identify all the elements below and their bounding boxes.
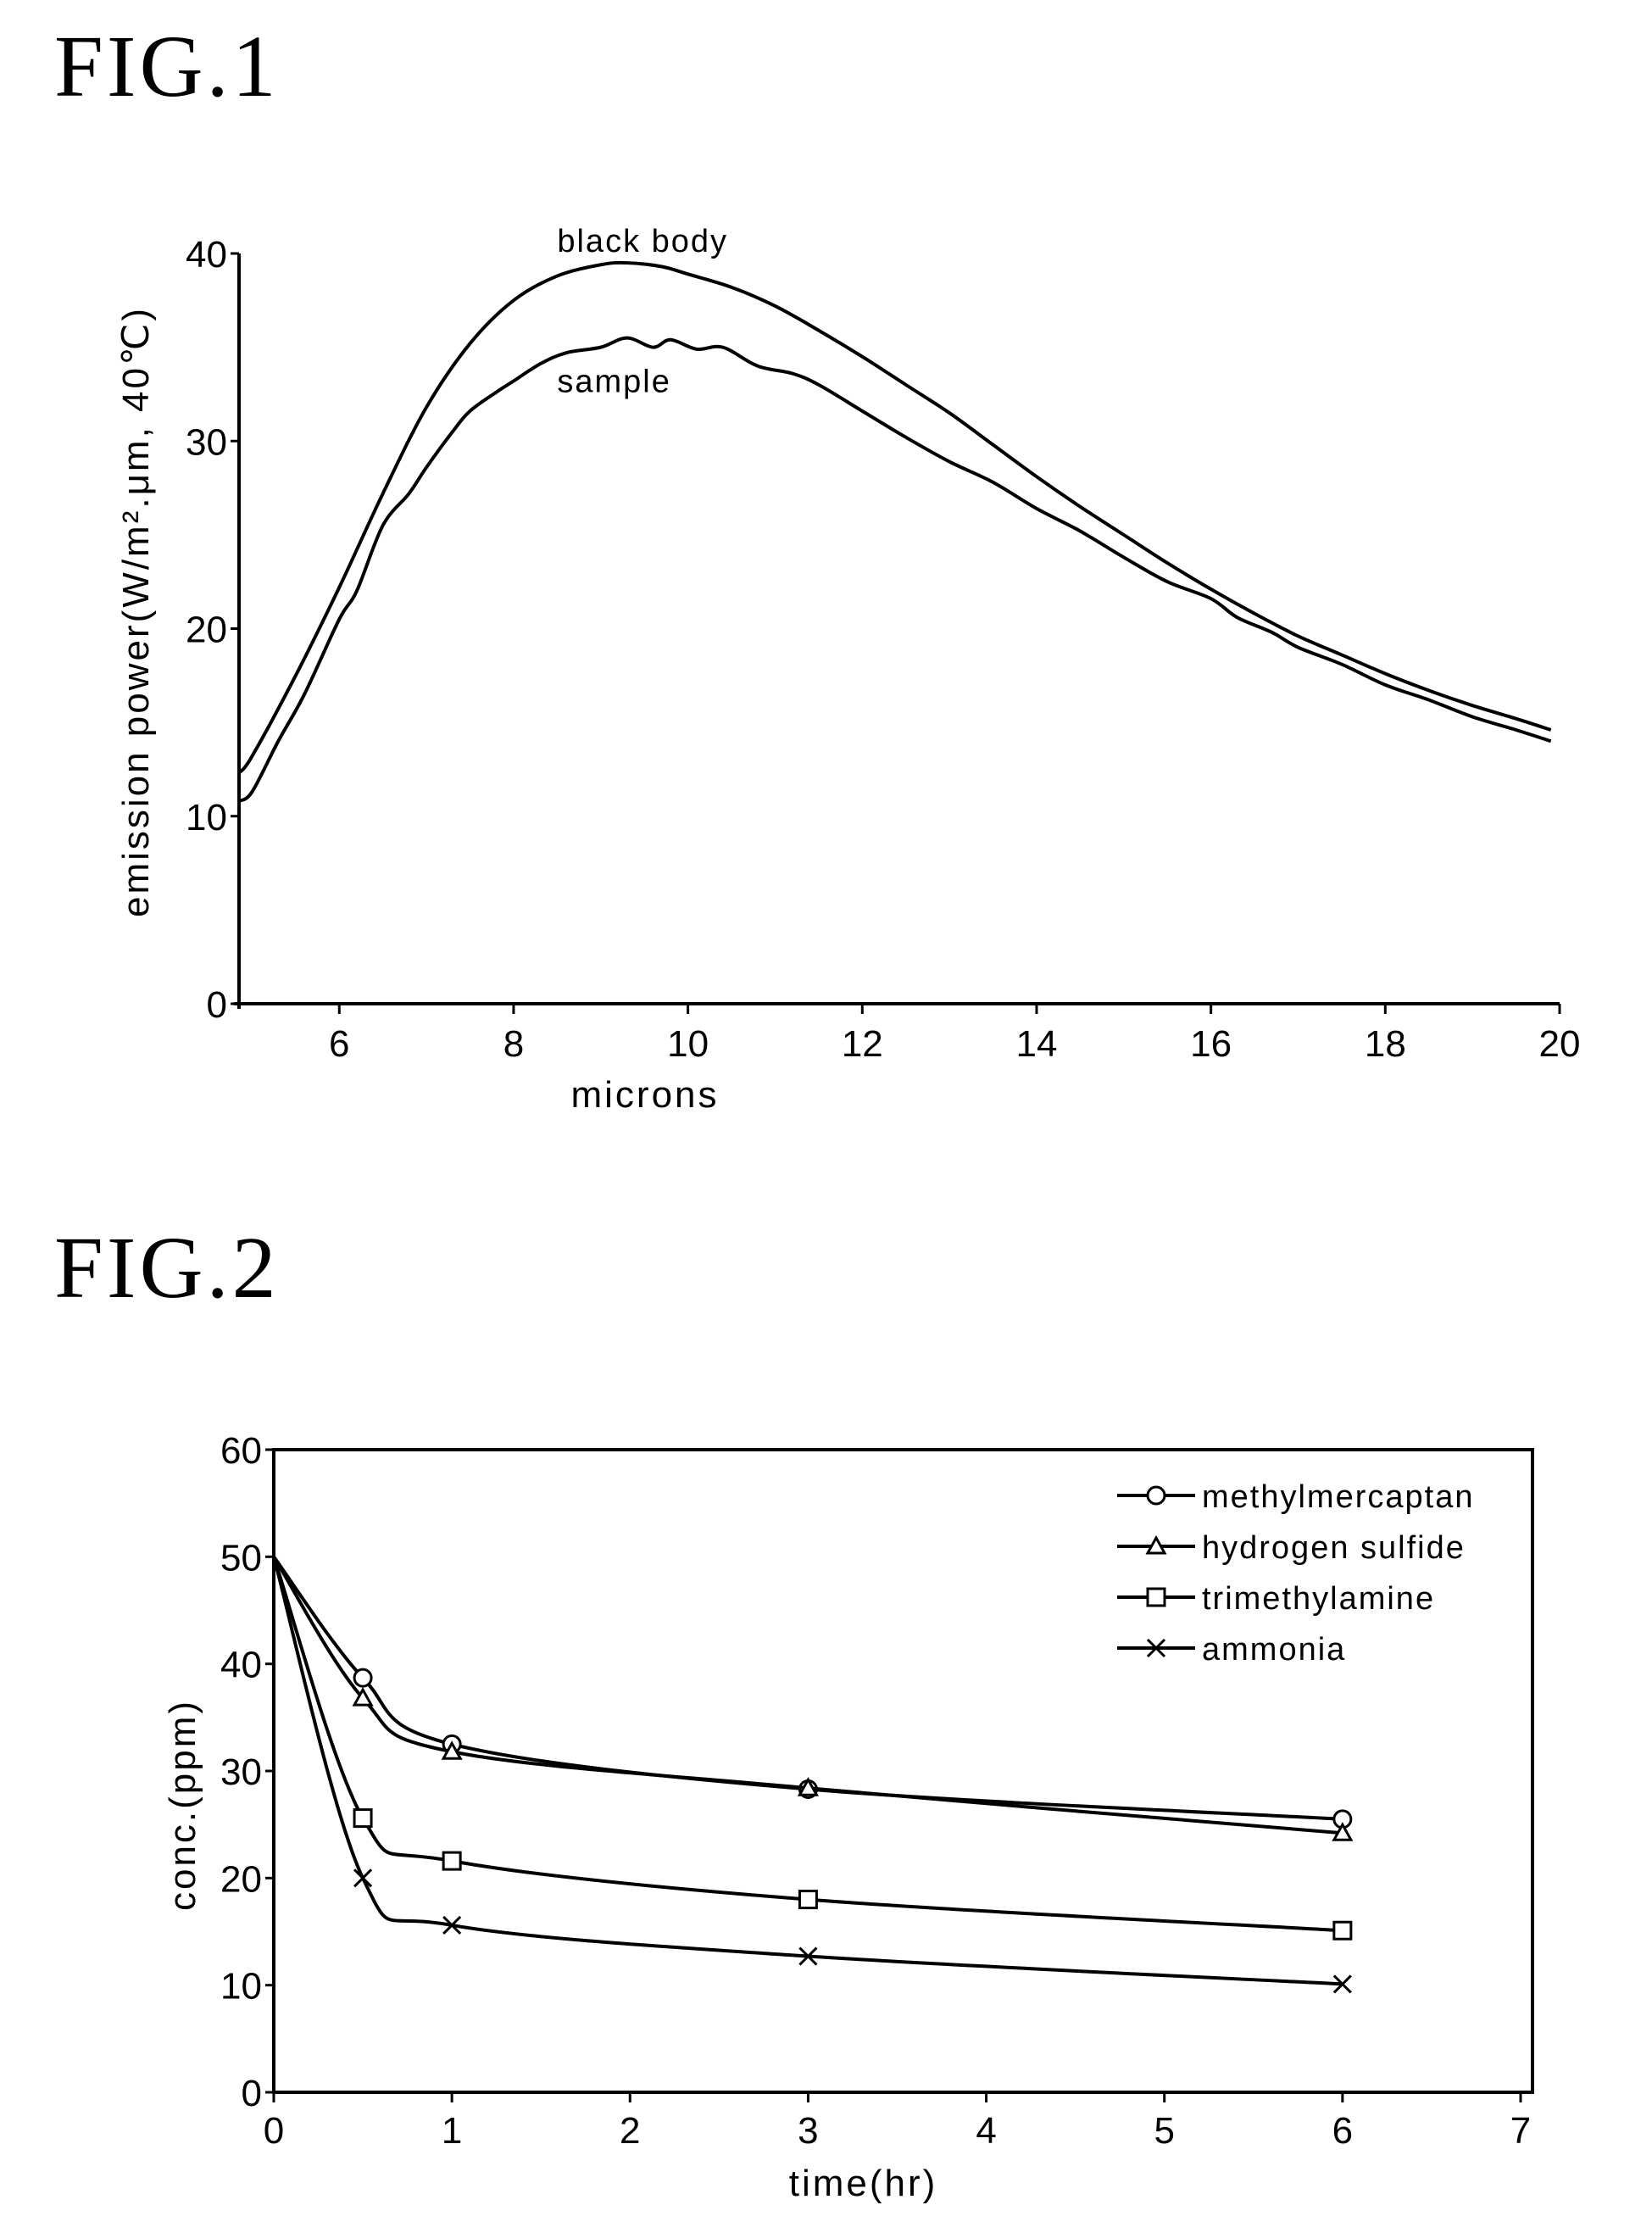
series-line-trimethylamine	[274, 1556, 1343, 1930]
x-tick-label: 10	[667, 1023, 709, 1065]
x-axis-label: time(hr)	[789, 2163, 938, 2204]
y-tick-label: 0	[207, 984, 227, 1026]
x-tick-label: 5	[1154, 2110, 1174, 2152]
fig2-chart: 0 10 20 30 40 50 60 0 1 2 3 4 5 6 7 time(hr) conc.(ppm) m…	[162, 1430, 1532, 2204]
x-tick-label: 6	[1332, 2110, 1353, 2152]
x-tick-label: 18	[1365, 1023, 1406, 1065]
y-tick-label: 60	[220, 1430, 262, 1472]
y-tick-label: 30	[186, 421, 227, 463]
legend-label-trimethylamine: trimethylamine	[1202, 1581, 1435, 1617]
y-tick-label: 10	[186, 797, 227, 838]
y-axis-label: conc.(ppm)	[162, 1699, 203, 1911]
data-point-trimethylamine	[443, 1852, 460, 1869]
fig1-chart: 0 10 20 30 40 6 8 10 12 14 16 18 20 microns emission p…	[115, 224, 1580, 1116]
y-tick-label: 0	[242, 2073, 262, 2114]
x-tick-label: 8	[503, 1023, 524, 1065]
series-line-sample	[239, 338, 1551, 801]
x-tick-label: 3	[798, 2110, 818, 2152]
x-tick-label: 4	[976, 2110, 996, 2152]
legend-marker-methylmercaptan	[1148, 1487, 1165, 1504]
fig1-label: FIG.1	[54, 18, 280, 115]
fig2-label: FIG.2	[54, 1219, 280, 1317]
x-tick-label: 16	[1190, 1023, 1232, 1065]
legend-marker-trimethylamine	[1148, 1589, 1165, 1606]
data-point-trimethylamine	[799, 1891, 816, 1908]
annotation-black-body: black body	[557, 224, 728, 259]
x-tick-label: 2	[620, 2110, 640, 2152]
y-tick-label: 30	[220, 1751, 262, 1793]
legend-label-hydrogen-sulfide: hydrogen sulfide	[1202, 1530, 1466, 1566]
x-tick-label: 7	[1510, 2110, 1531, 2152]
y-tick-label: 40	[220, 1645, 262, 1686]
y-tick-label: 20	[220, 1858, 262, 1900]
y-tick-label: 10	[220, 1966, 262, 2007]
y-tick-label: 20	[186, 610, 227, 651]
annotation-sample: sample	[557, 365, 671, 400]
y-tick-label: 50	[220, 1537, 262, 1579]
x-tick-label: 0	[264, 2110, 284, 2152]
series-line-ammonia	[274, 1556, 1343, 1984]
x-tick-label: 12	[842, 1023, 883, 1065]
x-tick-label: 1	[442, 2110, 462, 2152]
legend-label-ammonia: ammonia	[1202, 1632, 1346, 1668]
y-axis-label: emission power(W/m².μm, 40℃)	[115, 306, 157, 917]
x-tick-label: 14	[1015, 1023, 1057, 1065]
series-line-black-body	[239, 263, 1551, 773]
x-tick-label: 20	[1539, 1023, 1581, 1065]
y-tick-label: 40	[186, 234, 227, 276]
data-point-trimethylamine	[1334, 1922, 1351, 1939]
legend-label-methylmercaptan: methylmercaptan	[1202, 1479, 1474, 1515]
data-point-trimethylamine	[354, 1810, 371, 1827]
patent-figures: FIG.1 01020304068101214161820micronsemis…	[0, 0, 1652, 2233]
x-tick-label: 6	[329, 1023, 349, 1065]
x-axis-label: microns	[570, 1074, 719, 1116]
data-point-methylmercaptan	[354, 1669, 371, 1686]
data-point-ammonia	[354, 1869, 371, 1886]
